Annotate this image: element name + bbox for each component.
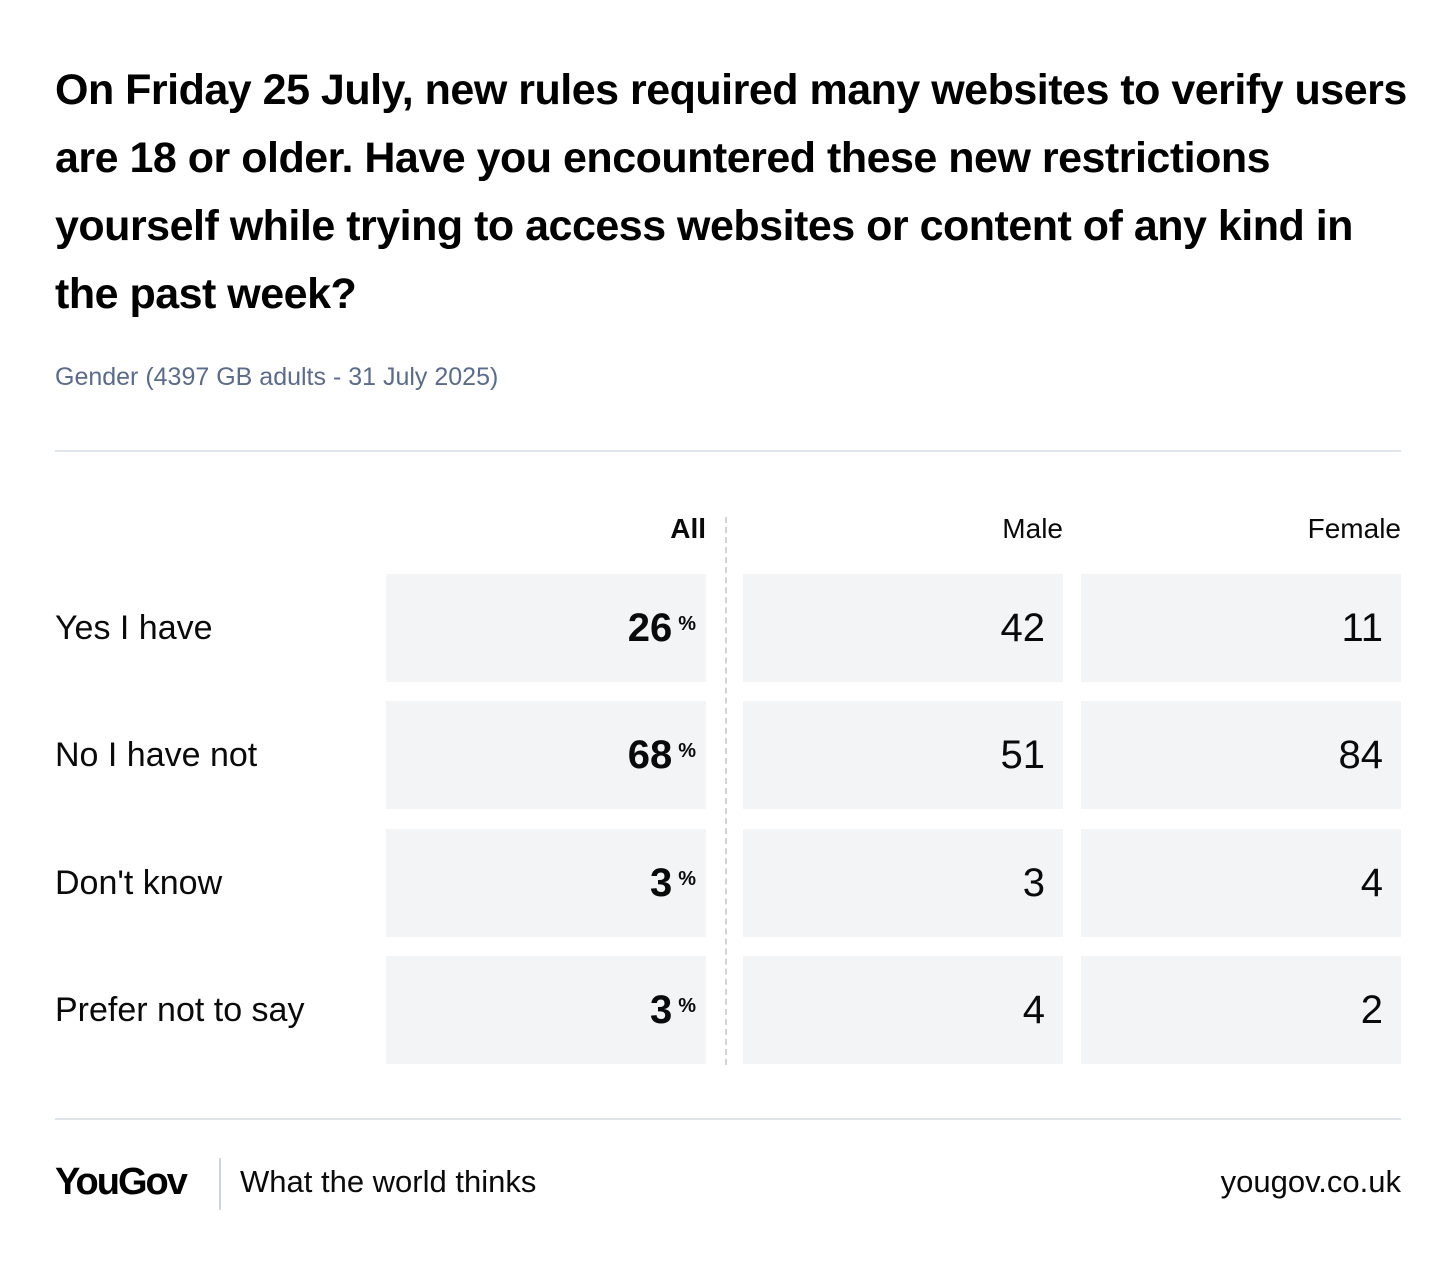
table-cell-all: 3% <box>386 829 706 937</box>
percent-sign: % <box>678 739 696 762</box>
row-label: No I have not <box>55 735 258 774</box>
footer-site-link[interactable]: yougov.co.uk <box>1220 1164 1401 1199</box>
cell-value: 68 <box>627 732 673 777</box>
table-cell-female: 2 <box>1081 956 1401 1064</box>
bottom-divider <box>55 1118 1401 1120</box>
chart-subtitle: Gender (4397 GB adults - 31 July 2025) <box>55 363 499 391</box>
chart-title: On Friday 25 July, new rules required ma… <box>55 66 1407 318</box>
table-cell-male: 42 <box>743 574 1063 682</box>
footer-separator <box>219 1158 221 1210</box>
cell-value: 3 <box>649 987 673 1032</box>
table-cell-male: 51 <box>743 701 1063 809</box>
column-header-male: Male <box>1002 513 1063 544</box>
column-header-all: All <box>670 513 706 544</box>
cell-value: 26 <box>627 605 673 650</box>
yougov-logo: YouGov <box>55 1161 188 1203</box>
percent-sign: % <box>678 867 696 890</box>
row-label: Don't know <box>55 863 223 902</box>
percent-sign: % <box>678 612 696 635</box>
table-cell-male: 3 <box>743 829 1063 937</box>
table-cell-all: 3% <box>386 956 706 1064</box>
table-cell-female: 84 <box>1081 701 1401 809</box>
table-cell-all: 68% <box>386 701 706 809</box>
table-cell-male: 4 <box>743 956 1063 1064</box>
column-header-female: Female <box>1307 513 1401 544</box>
percent-sign: % <box>678 994 696 1017</box>
all-column-divider <box>725 517 727 1065</box>
footer-tagline: What the world thinks <box>240 1164 537 1199</box>
row-label: Prefer not to say <box>55 990 305 1029</box>
row-label: Yes I have <box>55 608 213 647</box>
table-cell-all: 26% <box>386 574 706 682</box>
table-cell-female: 11 <box>1081 574 1401 682</box>
cell-value: 3 <box>649 860 673 905</box>
table-cell-female: 4 <box>1081 829 1401 937</box>
top-divider <box>55 450 1401 452</box>
